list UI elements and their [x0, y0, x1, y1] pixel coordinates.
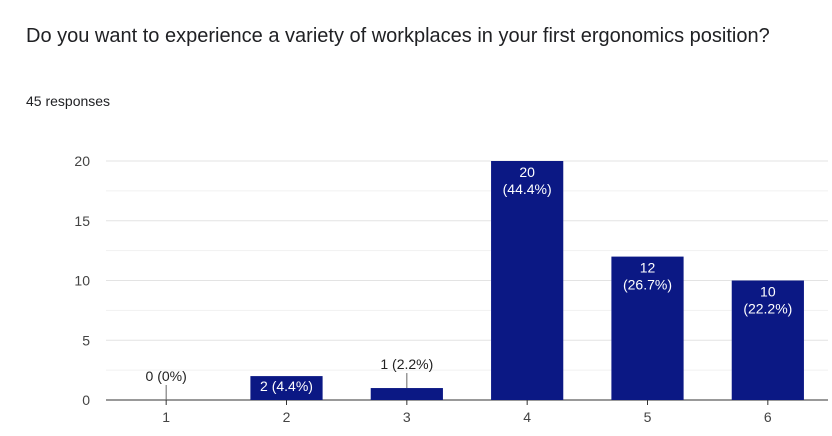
data-label: 12 (26.7%): [623, 260, 672, 293]
data-label: 10 (22.2%): [743, 284, 792, 317]
bar-4: [491, 161, 564, 400]
x-tick-label: 2: [283, 409, 291, 425]
bar-3: [370, 388, 443, 400]
y-tick-label: 0: [82, 392, 90, 408]
y-tick-label: 10: [74, 273, 90, 289]
x-tick-label: 1: [162, 409, 170, 425]
bar-2: [250, 376, 323, 400]
bar-5: [611, 256, 684, 400]
x-tick-label: 5: [644, 409, 652, 425]
data-label: 20 (44.4%): [503, 164, 552, 197]
x-tick-label: 4: [523, 409, 531, 425]
y-tick-label: 15: [74, 213, 90, 229]
response-count: 45 responses: [26, 93, 111, 109]
y-tick-label: 5: [82, 332, 90, 348]
data-label: 2 (4.4%): [260, 378, 313, 394]
data-label: 1 (2.2%): [380, 356, 433, 372]
bar-6: [731, 280, 804, 400]
y-tick-label: 20: [74, 153, 90, 169]
data-label: 0 (0%): [146, 368, 187, 384]
question-title: Do you want to experience a variety of w…: [26, 25, 770, 47]
x-tick-label: 3: [403, 409, 411, 425]
x-tick-label: 6: [764, 409, 772, 425]
